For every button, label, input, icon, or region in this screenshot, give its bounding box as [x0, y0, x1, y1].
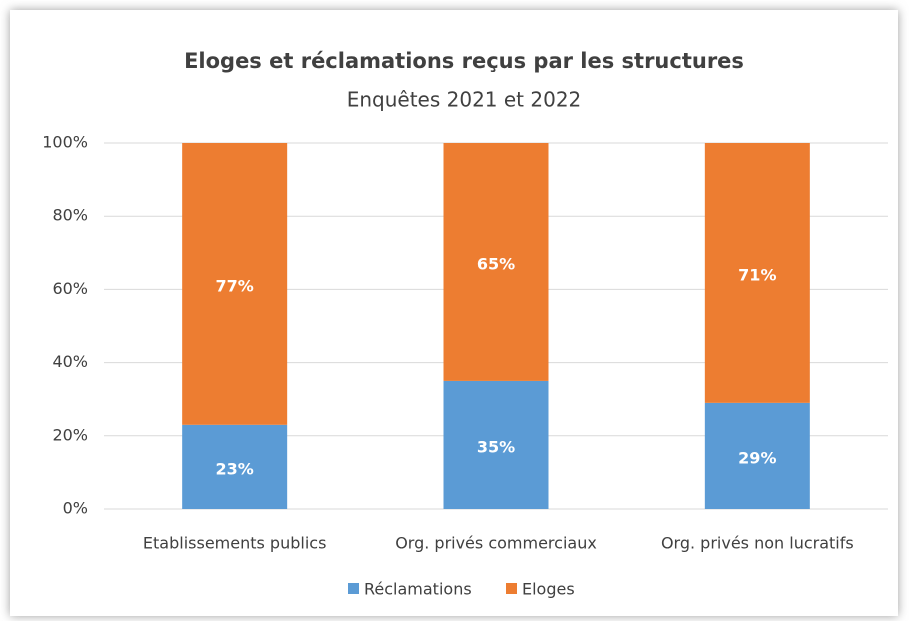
y-tick-label: 40%: [52, 352, 88, 371]
y-tick-label: 20%: [52, 425, 88, 444]
legend-label: Réclamations: [364, 580, 472, 599]
x-tick-label: Etablissements publics: [143, 534, 327, 553]
chart-title: Eloges et réclamations reçus par les str…: [184, 49, 744, 73]
data-label: 23%: [216, 459, 254, 478]
chart-subtitle: Enquêtes 2021 et 2022: [347, 88, 582, 112]
legend-swatch: [506, 583, 517, 594]
data-label: 65%: [477, 254, 515, 273]
bar-segment: [443, 143, 549, 381]
x-tick-label: Org. privés non lucratifs: [661, 534, 854, 553]
x-tick-label: Org. privés commerciaux: [395, 534, 597, 553]
bar-segment: [443, 380, 549, 509]
bar-segment: [182, 424, 288, 509]
bar-segment: [704, 402, 810, 509]
y-tick-label: 100%: [42, 133, 88, 152]
y-tick-label: 0%: [63, 499, 88, 518]
bar-segment: [704, 143, 810, 403]
legend-label: Eloges: [522, 580, 575, 599]
bar-segment: [182, 143, 288, 425]
data-label: 29%: [738, 448, 776, 467]
data-label: 71%: [738, 265, 776, 284]
y-tick-label: 80%: [52, 206, 88, 225]
legend-swatch: [348, 583, 359, 594]
y-tick-label: 60%: [52, 279, 88, 298]
data-label: 77%: [216, 276, 254, 295]
data-label: 35%: [477, 437, 515, 456]
